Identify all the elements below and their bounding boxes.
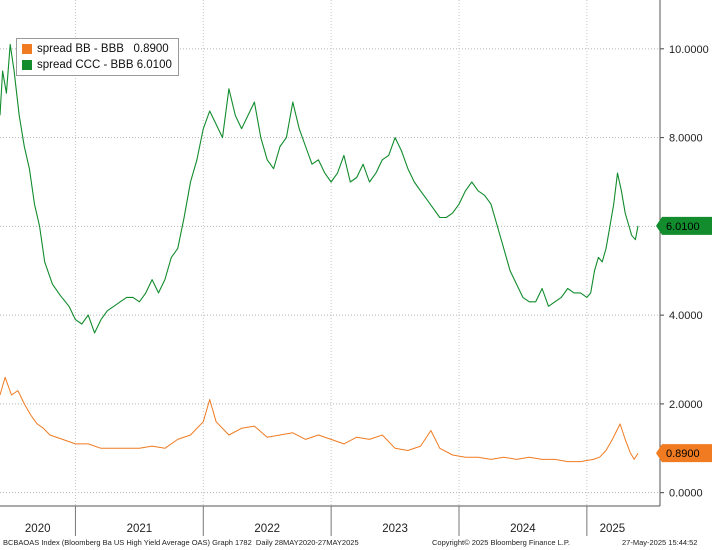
- legend-entry-bb-bbb: spread BB - BBB 0.8900: [22, 41, 172, 57]
- last-value-label: 0.8900: [666, 448, 700, 460]
- x-tick-label: 2022: [254, 523, 280, 535]
- chart-footer: BCBAOAS Index (Bloomberg Ba US High Yiel…: [0, 536, 712, 550]
- legend-swatch-orange: [22, 44, 32, 54]
- last-value-tag: [656, 444, 712, 463]
- x-tick-label: 2024: [510, 523, 536, 535]
- y-tick-label: 8.0000: [669, 133, 703, 145]
- last-value-label: 6.0100: [666, 221, 700, 233]
- chart-legend: spread BB - BBB 0.8900 spread CCC - BBB …: [16, 38, 179, 76]
- y-tick-label: 2.0000: [669, 399, 703, 411]
- footer-timestamp: 27-May-2025 15:44:52: [622, 538, 698, 547]
- series-line-bb-bbb: [0, 376, 639, 463]
- y-tick-label: 4.0000: [669, 310, 703, 322]
- legend-swatch-green: [22, 60, 32, 70]
- legend-label-bb-bbb: spread BB - BBB 0.8900: [37, 43, 169, 55]
- series-line-ccc-bbb: [0, 43, 639, 334]
- x-tick-label: 2020: [25, 523, 51, 535]
- y-tick-label: 10.0000: [669, 44, 709, 56]
- y-tick-label: 0.0000: [669, 488, 703, 500]
- last-value-tag: [656, 216, 712, 235]
- x-tick-label: 2021: [127, 523, 153, 535]
- legend-label-ccc-bbb: spread CCC - BBB 6.0100: [37, 59, 172, 71]
- x-tick-label: 2025: [600, 523, 626, 535]
- x-tick-label: 2023: [382, 523, 408, 535]
- footer-copyright: Copyright© 2025 Bloomberg Finance L.P.: [432, 538, 570, 547]
- legend-entry-ccc-bbb: spread CCC - BBB 6.0100: [22, 57, 172, 73]
- footer-source: BCBAOAS Index (Bloomberg Ba US High Yiel…: [3, 538, 359, 547]
